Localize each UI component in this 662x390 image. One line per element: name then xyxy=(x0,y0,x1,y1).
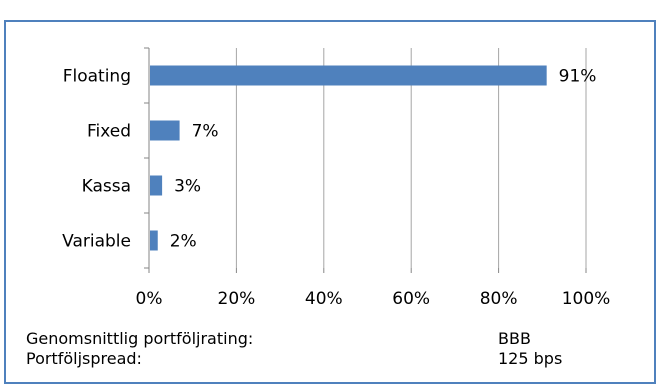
bar-variable xyxy=(150,230,158,251)
bar-floating xyxy=(150,65,547,86)
data-label: 91% xyxy=(559,67,597,87)
summary-label-spread: Portföljspread: xyxy=(26,349,142,368)
category-label: Kassa xyxy=(82,177,131,197)
x-tick-label: 0% xyxy=(136,289,163,309)
summary-value-rating: BBB xyxy=(498,329,531,348)
summary-label-rating: Genomsnittlig portföljrating: xyxy=(26,329,254,348)
category-label: Fixed xyxy=(87,122,131,142)
data-label: 7% xyxy=(192,122,219,142)
category-label: Variable xyxy=(62,232,131,252)
x-tick-label: 60% xyxy=(392,289,430,309)
x-tick-label: 20% xyxy=(218,289,256,309)
bar-fixed xyxy=(150,120,180,141)
data-label: 3% xyxy=(174,177,201,197)
x-tick-label: 100% xyxy=(562,289,611,309)
axes xyxy=(144,47,587,273)
x-tick-label: 40% xyxy=(305,289,343,309)
category-label: Floating xyxy=(63,67,131,87)
bars xyxy=(150,65,547,251)
data-label: 2% xyxy=(170,232,197,252)
bar-kassa xyxy=(150,175,163,196)
labels: 0% 20% 40% 60% 80% 100% Floating 91% Fixed 7% Kass… xyxy=(62,67,610,310)
x-tick-label: 80% xyxy=(480,289,518,309)
summary-value-spread: 125 bps xyxy=(498,349,563,368)
